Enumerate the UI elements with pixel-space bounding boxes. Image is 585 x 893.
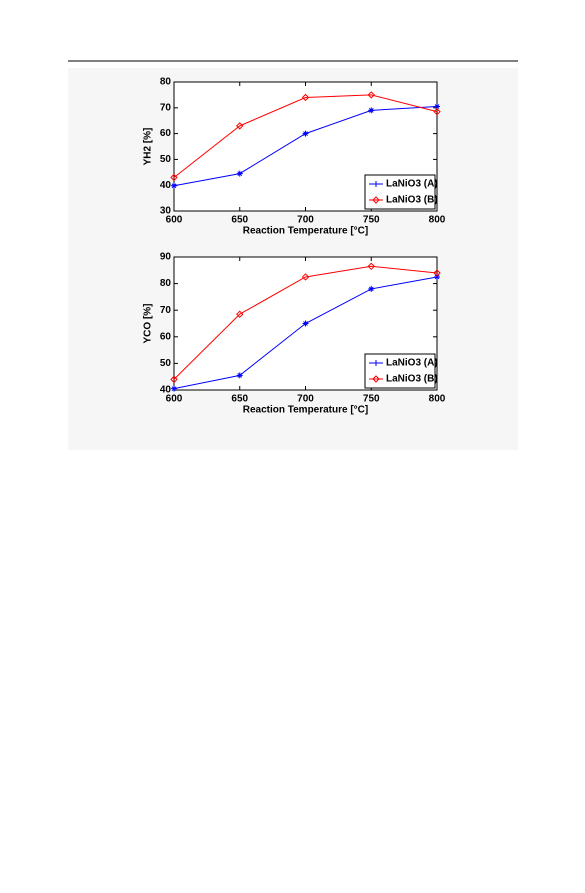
x-tick-label: 700 — [297, 215, 314, 226]
x-tick-label: 750 — [363, 215, 380, 226]
marker — [433, 107, 441, 116]
marker — [170, 173, 178, 182]
legend-label: LaNiO3 (B) — [386, 374, 438, 385]
x-tick-label: 750 — [363, 394, 380, 405]
marker — [302, 130, 309, 137]
legend-label: LaNiO3 (A) — [386, 358, 438, 369]
x-tick-label: 650 — [231, 215, 248, 226]
y-tick-label: 50 — [160, 358, 172, 369]
x-axis-label: Reaction Temperature [°C] — [243, 226, 369, 237]
y-tick-label: 70 — [160, 102, 172, 113]
marker — [236, 372, 243, 379]
legend-label: LaNiO3 (A) — [386, 179, 438, 190]
legend-box — [364, 174, 436, 210]
y-tick-label: 50 — [160, 154, 172, 165]
marker — [236, 122, 244, 130]
y-axis-label: YH2 [%] — [143, 128, 154, 166]
series-line — [173, 94, 438, 178]
y-tick-label: 30 — [160, 206, 172, 217]
marker — [367, 91, 375, 99]
legend-marker — [372, 196, 380, 204]
marker — [302, 320, 309, 327]
y-axis-label: YCO [%] — [143, 304, 154, 344]
marker — [171, 182, 177, 189]
y-tick-label: 60 — [160, 331, 172, 342]
y-tick-label: 80 — [160, 278, 172, 289]
y-tick-label: 40 — [160, 385, 172, 396]
marker — [236, 310, 244, 318]
x-tick-label: 800 — [429, 394, 446, 405]
marker — [434, 103, 440, 110]
x-tick-label: 700 — [297, 394, 314, 405]
marker — [434, 273, 440, 280]
x-tick-label: 800 — [429, 215, 446, 226]
y-tick-label: 70 — [160, 305, 172, 316]
marker — [367, 262, 375, 271]
marker — [236, 170, 243, 177]
marker — [301, 273, 310, 281]
marker — [301, 93, 310, 102]
marker — [171, 385, 177, 392]
series-line — [173, 265, 438, 380]
y-tick-label: 40 — [160, 180, 172, 191]
y-tick-label: 60 — [160, 128, 172, 139]
marker — [368, 107, 375, 114]
legend-label: LaNiO3 (B) — [386, 195, 438, 206]
legend-marker — [373, 360, 379, 366]
y-tick-label: 80 — [160, 77, 172, 88]
legend-marker — [373, 181, 379, 187]
y-tick-label: 90 — [160, 252, 172, 263]
x-tick-label: 650 — [231, 394, 248, 405]
x-tick-label: 600 — [166, 394, 183, 405]
marker — [170, 375, 178, 384]
marker — [433, 269, 441, 277]
x-tick-label: 600 — [166, 215, 183, 226]
x-axis-label: Reaction Temperature [°C] — [243, 405, 369, 416]
legend-marker — [372, 375, 380, 383]
marker — [368, 285, 375, 292]
legend-box — [364, 353, 436, 389]
